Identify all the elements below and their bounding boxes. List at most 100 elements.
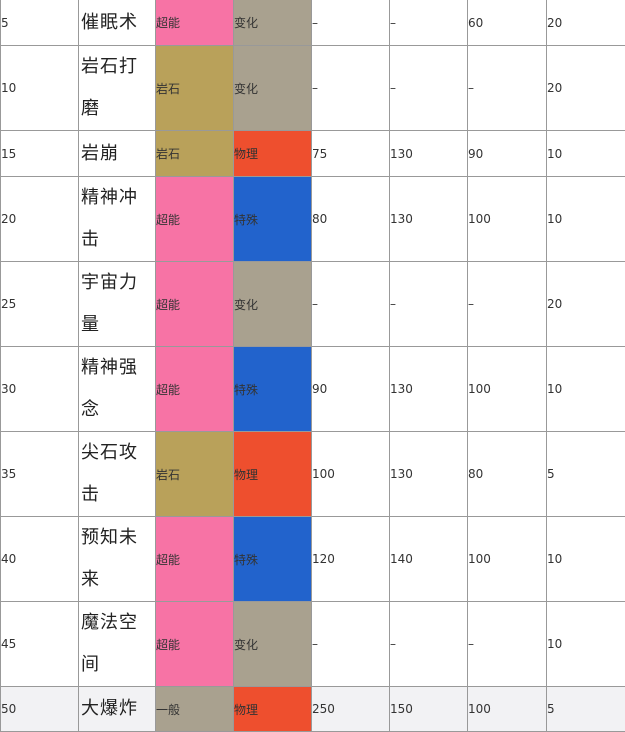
power-cell: – — [312, 46, 390, 131]
level-cell: 15 — [1, 131, 79, 177]
value-cell: – — [468, 262, 547, 347]
move-name-cell: 预知未来 — [79, 517, 156, 602]
table-row: 45 魔法空间 超能 变化 – – – 10 — [1, 602, 625, 687]
level-cell: 35 — [1, 432, 79, 517]
value-cell: 100 — [468, 517, 547, 602]
accuracy-cell: – — [390, 0, 468, 46]
power-cell: 250 — [312, 687, 390, 732]
power-cell: 100 — [312, 432, 390, 517]
accuracy-cell: 130 — [390, 347, 468, 432]
type-cell: 岩石 — [156, 131, 234, 177]
table-row: 20 精神冲击 超能 特殊 80 130 100 10 — [1, 177, 625, 262]
level-cell: 30 — [1, 347, 79, 432]
value-cell: 90 — [468, 131, 547, 177]
move-name-cell: 大爆炸 — [79, 687, 156, 732]
move-name[interactable]: 岩石打磨 — [81, 46, 153, 130]
power-cell: – — [312, 262, 390, 347]
move-name[interactable]: 宇宙力量 — [81, 262, 153, 346]
accuracy-cell: 130 — [390, 432, 468, 517]
value-cell: 60 — [468, 0, 547, 46]
type-cell: 超能 — [156, 347, 234, 432]
move-name[interactable]: 魔法空间 — [81, 602, 153, 686]
level-cell: 40 — [1, 517, 79, 602]
level-cell: 50 — [1, 687, 79, 732]
power-cell: – — [312, 0, 390, 46]
move-name-cell: 岩石打磨 — [79, 46, 156, 131]
category-cell: 特殊 — [234, 517, 312, 602]
category-cell: 物理 — [234, 432, 312, 517]
table-row: 40 预知未来 超能 特殊 120 140 100 10 — [1, 517, 625, 602]
table-row: 30 精神强念 超能 特殊 90 130 100 10 — [1, 347, 625, 432]
category-cell: 物理 — [234, 131, 312, 177]
power-cell: 90 — [312, 347, 390, 432]
move-name-cell: 精神冲击 — [79, 177, 156, 262]
pp-cell: 5 — [547, 432, 625, 517]
value-cell: 100 — [468, 177, 547, 262]
move-name[interactable]: 岩崩 — [81, 133, 153, 175]
accuracy-cell: 150 — [390, 687, 468, 732]
table-row: 25 宇宙力量 超能 变化 – – – 20 — [1, 262, 625, 347]
value-cell: 100 — [468, 347, 547, 432]
pp-cell: 10 — [547, 517, 625, 602]
table-row: 5 催眠术 超能 变化 – – 60 20 — [1, 0, 625, 46]
move-name-cell: 宇宙力量 — [79, 262, 156, 347]
value-cell: – — [468, 602, 547, 687]
type-cell: 岩石 — [156, 432, 234, 517]
value-cell: 80 — [468, 432, 547, 517]
move-name[interactable]: 预知未来 — [81, 517, 153, 601]
move-name[interactable]: 尖石攻击 — [81, 432, 153, 516]
power-cell: 120 — [312, 517, 390, 602]
accuracy-cell: – — [390, 602, 468, 687]
value-cell: – — [468, 46, 547, 131]
move-name-cell: 魔法空间 — [79, 602, 156, 687]
accuracy-cell: – — [390, 262, 468, 347]
level-cell: 20 — [1, 177, 79, 262]
accuracy-cell: 130 — [390, 177, 468, 262]
power-cell: 80 — [312, 177, 390, 262]
type-cell: 超能 — [156, 177, 234, 262]
type-cell: 超能 — [156, 262, 234, 347]
level-cell: 45 — [1, 602, 79, 687]
table-row: 50 大爆炸 一般 物理 250 150 100 5 — [1, 687, 625, 732]
level-cell: 10 — [1, 46, 79, 131]
pp-cell: 10 — [547, 131, 625, 177]
level-cell: 25 — [1, 262, 79, 347]
type-cell: 超能 — [156, 0, 234, 46]
move-name-cell: 精神强念 — [79, 347, 156, 432]
move-name-cell: 催眠术 — [79, 0, 156, 46]
category-cell: 物理 — [234, 687, 312, 732]
table-row: 10 岩石打磨 岩石 变化 – – – 20 — [1, 46, 625, 131]
table-row: 15 岩崩 岩石 物理 75 130 90 10 — [1, 131, 625, 177]
move-name[interactable]: 大爆炸 — [81, 688, 153, 730]
type-cell: 岩石 — [156, 46, 234, 131]
value-cell: 100 — [468, 687, 547, 732]
accuracy-cell: – — [390, 46, 468, 131]
category-cell: 变化 — [234, 262, 312, 347]
move-name[interactable]: 精神强念 — [81, 347, 153, 431]
level-cell: 5 — [1, 0, 79, 46]
power-cell: 75 — [312, 131, 390, 177]
pp-cell: 10 — [547, 177, 625, 262]
accuracy-cell: 140 — [390, 517, 468, 602]
power-cell: – — [312, 602, 390, 687]
category-cell: 变化 — [234, 46, 312, 131]
move-name[interactable]: 催眠术 — [81, 2, 153, 44]
pp-cell: 20 — [547, 262, 625, 347]
table-row: 35 尖石攻击 岩石 物理 100 130 80 5 — [1, 432, 625, 517]
type-cell: 超能 — [156, 517, 234, 602]
move-name-cell: 尖石攻击 — [79, 432, 156, 517]
pp-cell: 10 — [547, 602, 625, 687]
pp-cell: 20 — [547, 46, 625, 131]
pp-cell: 20 — [547, 0, 625, 46]
category-cell: 变化 — [234, 0, 312, 46]
category-cell: 变化 — [234, 602, 312, 687]
move-name-cell: 岩崩 — [79, 131, 156, 177]
type-cell: 超能 — [156, 602, 234, 687]
move-name[interactable]: 精神冲击 — [81, 177, 153, 261]
pp-cell: 10 — [547, 347, 625, 432]
accuracy-cell: 130 — [390, 131, 468, 177]
category-cell: 特殊 — [234, 177, 312, 262]
category-cell: 特殊 — [234, 347, 312, 432]
